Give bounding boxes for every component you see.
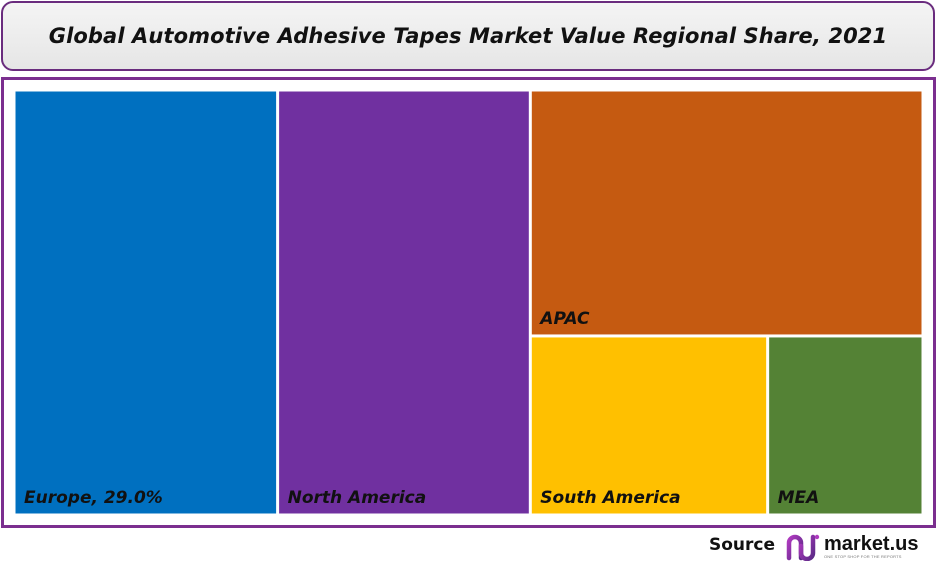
- treemap-label-south-america: South America: [540, 488, 680, 508]
- treemap-rect-mea: [769, 337, 922, 514]
- treemap-label-north-america: North America: [288, 488, 427, 508]
- treemap-rect-europe: [15, 91, 277, 514]
- chart-title: Global Automotive Adhesive Tapes Market …: [48, 24, 888, 48]
- treemap-label-europe: Europe, 29.0%: [24, 488, 163, 508]
- source-logo[interactable]: market.us ONE STOP SHOP FOR THE REPORTS: [786, 533, 919, 561]
- market-us-logo-icon: [786, 534, 820, 561]
- treemap-rect-apac: [531, 91, 922, 335]
- chart-title-box: Global Automotive Adhesive Tapes Market …: [1, 1, 935, 71]
- treemap-rect-north-america: [279, 91, 529, 514]
- treemap-cell-apac: APAC: [531, 91, 922, 335]
- treemap-cell-south-america: South America: [531, 337, 767, 514]
- logo-tagline: ONE STOP SHOP FOR THE REPORTS: [824, 554, 902, 559]
- treemap-frame: Europe, 29.0% North America APAC South Amer…: [1, 77, 936, 528]
- treemap-label-mea: MEA: [778, 488, 820, 508]
- treemap-cell-mea: MEA: [769, 337, 922, 514]
- treemap-label-apac: APAC: [538, 309, 590, 329]
- treemap-rect-south-america: [531, 337, 767, 514]
- source-label: Source: [709, 535, 776, 555]
- treemap: Europe, 29.0% North America APAC South Amer…: [15, 91, 922, 514]
- treemap-cell-europe: Europe, 29.0%: [15, 91, 277, 514]
- logo-name: market.us: [824, 533, 919, 555]
- treemap-cell-north-america: North America: [279, 91, 529, 514]
